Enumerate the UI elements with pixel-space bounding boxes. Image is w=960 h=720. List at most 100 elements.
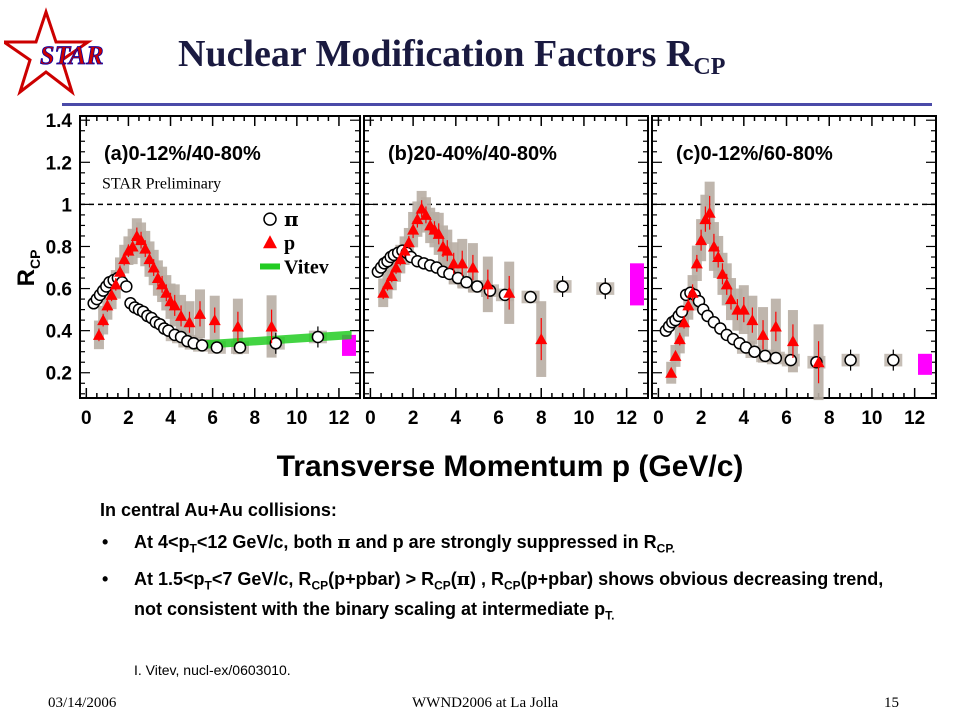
proton-point — [105, 288, 118, 300]
legend-proton-marker — [263, 235, 277, 249]
panel-2: 0 2 4 6 8 10 12 (b)20-40%/40-80% — [363, 115, 649, 429]
x-tick-label: 4 — [165, 408, 176, 429]
proton-point — [160, 286, 173, 298]
proton-point — [381, 278, 394, 290]
proton-point — [175, 309, 188, 321]
b1-part: At 4<p — [134, 532, 190, 552]
x-tick-label: 0 — [365, 408, 376, 429]
x-tick-label: 8 — [249, 408, 260, 429]
proton-point — [447, 257, 460, 269]
x-tick-label: 6 — [207, 408, 218, 429]
proton-point — [725, 293, 738, 305]
b1-sub: CP. — [656, 541, 676, 556]
proton-point — [769, 320, 782, 332]
b1-part: <12 GeV/c, both — [196, 532, 338, 552]
b1-sub: T — [189, 541, 197, 556]
proton-point — [168, 299, 181, 311]
x-tick-label: 4 — [739, 408, 750, 429]
proton-point — [481, 278, 494, 290]
y-tick-label: 0.2 — [46, 364, 72, 385]
b1-part: and p are strongly suppressed in R — [350, 532, 657, 552]
proton-point — [118, 253, 131, 265]
proton-point — [139, 242, 152, 254]
sys-error-box — [630, 263, 644, 306]
pion-point — [784, 353, 798, 367]
pion-point — [748, 345, 761, 358]
proton-point — [101, 299, 114, 311]
proton-point — [786, 335, 799, 347]
proton-point — [456, 257, 469, 269]
x-tick-label: 12 — [616, 408, 637, 429]
x-tick-label: 8 — [536, 408, 547, 429]
panel-label: (a)0-12%/40-80% — [104, 143, 261, 165]
x-tick-label: 12 — [904, 408, 925, 429]
y-tick-label: 1 — [61, 195, 72, 216]
proton-point — [92, 328, 105, 340]
b2-part: At 1.5<p — [134, 568, 205, 589]
intro-line: In central Au+Au collisions: — [100, 500, 337, 520]
reference: I. Vitev, nucl-ex/0603010. — [134, 662, 291, 678]
bullet-text: In central Au+Au collisions: • At 4<pT<1… — [100, 498, 900, 634]
proton-point — [673, 333, 686, 345]
y-tick-label: 0.6 — [46, 280, 72, 301]
proton-point — [231, 320, 244, 332]
proton-point — [183, 316, 196, 328]
annotation-star-preliminary: STAR Preliminary — [102, 175, 221, 192]
proton-point — [466, 261, 479, 273]
b2-part: <7 GeV/c, R — [211, 568, 312, 589]
proton-point — [390, 261, 403, 273]
panel-label: (c)0-12%/60-80% — [676, 143, 833, 165]
x-tick-label: 0 — [81, 408, 92, 429]
pion-point — [470, 280, 484, 293]
proton-point — [812, 356, 825, 368]
b2-sub: CP — [503, 578, 521, 593]
proton-point — [407, 223, 420, 235]
b2-part: (p+pbar) > R — [328, 568, 435, 589]
b2-sub: T — [204, 578, 212, 593]
b2-sub: T. — [605, 608, 615, 623]
proton-point — [377, 286, 390, 298]
proton-point — [419, 208, 432, 220]
y-axis-label-sub: CP — [27, 250, 43, 269]
proton-point — [385, 269, 398, 281]
x-tick-label: 10 — [861, 408, 882, 429]
panel-1: 0 2 4 6 8 10 12 (a)0-12%/40-80% — [79, 115, 361, 429]
proton-point — [432, 227, 445, 239]
proton-point — [126, 240, 139, 252]
legend-pion-marker — [263, 212, 277, 226]
y-tick-label: 0.8 — [46, 237, 72, 258]
proton-point — [535, 333, 548, 345]
proton-point — [394, 253, 407, 265]
title-subscript: CP — [693, 54, 726, 80]
pion-point — [311, 330, 325, 344]
footer-page-number: 15 — [884, 695, 899, 711]
pi-symbol: π — [456, 568, 470, 590]
proton-point — [716, 267, 729, 279]
proton-point — [737, 303, 750, 315]
proton-point — [208, 314, 221, 326]
y-tick-label: 1.2 — [46, 153, 72, 174]
logo-text: STAR — [40, 41, 104, 70]
proton-point — [402, 236, 415, 248]
panel-label: (b)20-40%/40-80% — [388, 143, 557, 165]
proton-point — [109, 278, 122, 290]
bullet-item-2: • At 1.5<pT<7 GeV/c, RCP(p+pbar) > RCP(π… — [100, 567, 900, 628]
proton-point — [720, 278, 733, 290]
rcp-chart: RCP 0.2 0.4 0.6 0.8 1 1.2 1.4 0 2 4 6 8 10 12 (a)0-12%/… — [13, 111, 937, 483]
title-main: Nuclear Modification Factors R — [178, 33, 694, 75]
b2-sub: CP — [311, 578, 329, 593]
pion-point — [769, 351, 783, 365]
proton-point — [97, 314, 110, 326]
bullet-item-1: • At 4<pT<12 GeV/c, both π and p are str… — [100, 530, 900, 561]
x-tick-label: 2 — [408, 408, 419, 429]
proton-point — [746, 314, 759, 326]
title-rule — [62, 103, 932, 106]
y-tick-label: 1.4 — [46, 111, 73, 132]
sys-error-box — [342, 334, 356, 356]
x-tick-label: 8 — [824, 408, 835, 429]
x-axis-label: Transverse Momentum p (GeV/c) — [277, 450, 744, 483]
b2-part: (p+pbar) shows obvious decreasing trend,… — [134, 568, 884, 620]
proton-point — [690, 257, 703, 269]
star-shape-icon — [4, 7, 93, 97]
legend-vitev-marker — [260, 263, 280, 270]
